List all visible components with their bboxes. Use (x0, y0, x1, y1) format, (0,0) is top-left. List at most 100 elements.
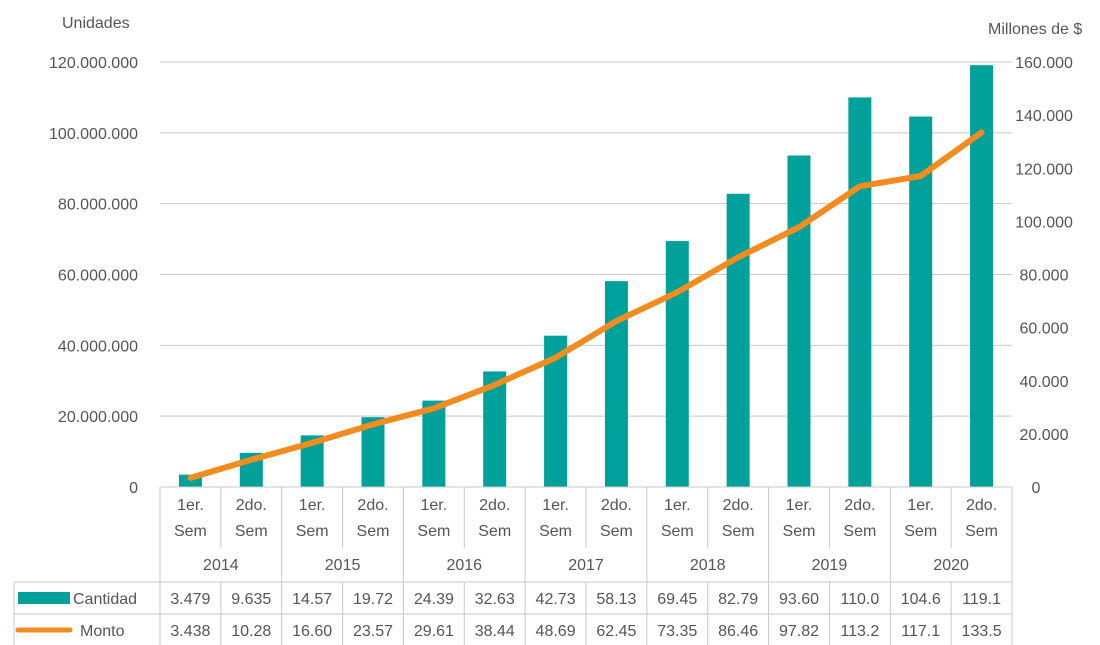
semester-label: 2do. (723, 497, 754, 514)
bar-cantidad (665, 241, 689, 487)
right-tick-label: 40.000 (1020, 374, 1069, 391)
year-label: 2020 (933, 557, 969, 574)
legend-label-cantidad: Cantidad (73, 591, 137, 608)
data-label-cantidad: 110.0 (840, 591, 879, 608)
bar-cantidad (970, 65, 994, 487)
data-label-cantidad: 3.479 (170, 591, 210, 608)
semester-label: Sem (965, 523, 998, 540)
data-label-monto: 48.69 (536, 623, 576, 640)
semester-label: 2do. (966, 497, 997, 514)
year-label: 2019 (812, 557, 848, 574)
data-label-monto: 10.28 (231, 623, 271, 640)
semester-label: 2do. (601, 497, 632, 514)
semester-label: Sem (417, 523, 450, 540)
bar-cantidad (300, 435, 324, 487)
semester-label: 1er. (664, 497, 691, 514)
data-label-cantidad: 119.1 (962, 591, 1001, 608)
data-label-monto: 23.57 (353, 623, 393, 640)
right-tick-label: 80.000 (1020, 268, 1069, 285)
data-label-monto: 38.44 (475, 623, 515, 640)
left-tick-label: 120.000.000 (49, 55, 138, 72)
left-axis-label: Unidades (62, 15, 130, 32)
left-tick-label: 80.000.000 (58, 197, 138, 214)
semester-label: Sem (600, 523, 633, 540)
semester-label: Sem (296, 523, 329, 540)
data-label-cantidad: 42.73 (536, 591, 576, 608)
semester-label: 1er. (542, 497, 569, 514)
semester-label: 1er. (421, 497, 448, 514)
data-label-monto: 3.438 (170, 623, 210, 640)
semester-label: 2do. (479, 497, 510, 514)
gridlines (160, 61, 1012, 417)
data-label-cantidad: 19.72 (353, 591, 393, 608)
left-tick-label: 40.000.000 (58, 338, 138, 355)
semester-label: 2do. (844, 497, 875, 514)
semester-label: Sem (478, 523, 511, 540)
semester-label: 1er. (177, 497, 204, 514)
data-label-cantidad: 14.57 (292, 591, 332, 608)
year-label: 2017 (568, 557, 604, 574)
right-tick-label: 60.000 (1020, 321, 1069, 338)
right-tick-label: 20.000 (1020, 427, 1069, 444)
left-tick-label: 60.000.000 (58, 268, 138, 285)
line-monto (187, 129, 985, 481)
semester-label: Sem (904, 523, 937, 540)
data-label-monto: 29.61 (414, 623, 454, 640)
data-label-cantidad: 82.79 (718, 591, 758, 608)
legend-key-cantidad (18, 592, 70, 604)
data-label-cantidad: 104.6 (901, 591, 941, 608)
bar-cantidad (726, 193, 750, 488)
data-label-cantidad: 24.39 (414, 591, 454, 608)
data-label-cantidad: 32.63 (475, 591, 515, 608)
right-tick-label: 120.000 (1015, 161, 1073, 178)
year-label: 2018 (690, 557, 726, 574)
semester-label: 2do. (236, 497, 267, 514)
semester-label: Sem (661, 523, 694, 540)
data-label-monto: 73.35 (657, 623, 697, 640)
bar-cantidad (544, 335, 568, 487)
data-table: Cantidad Monto 3.479 9.635 14.57 19.72 24.39 32… (13, 581, 1013, 645)
semester-label: Sem (722, 523, 755, 540)
left-tick-label: 100.000.000 (49, 126, 138, 143)
line-series-monto (187, 129, 985, 481)
semester-label: Sem (174, 523, 207, 540)
right-tick-label: 0 (1032, 480, 1041, 497)
right-tick-label: 160.000 (1015, 55, 1073, 72)
data-label-monto: 62.45 (596, 623, 636, 640)
data-label-cantidad: 69.45 (657, 591, 697, 608)
semester-label: Sem (843, 523, 876, 540)
year-label: 2014 (203, 557, 239, 574)
semester-label: 1er. (907, 497, 934, 514)
semester-label: Sem (357, 523, 390, 540)
bar-series-cantidad (178, 65, 994, 488)
left-tick-label: 0 (129, 480, 138, 497)
bar-cantidad (483, 371, 507, 487)
axes: 0 20.000.000 40.000.000 60.000.000 80.000.00… (49, 55, 1073, 582)
right-axis-label: Millones de $ (988, 21, 1082, 38)
semester-label: 2do. (357, 497, 388, 514)
data-label-monto: 133.5 (962, 623, 1002, 640)
semester-label: 1er. (299, 497, 326, 514)
data-label-monto: 113.2 (840, 623, 879, 640)
left-tick-label: 20.000.000 (58, 409, 138, 426)
bar-cantidad (909, 116, 933, 488)
year-label: 2016 (446, 557, 482, 574)
data-label-monto: 117.1 (901, 623, 940, 640)
semester-label: 1er. (786, 497, 813, 514)
bar-cantidad (361, 417, 385, 487)
data-label-cantidad: 93.60 (779, 591, 819, 608)
data-label-cantidad: 9.635 (231, 591, 271, 608)
data-label-monto: 86.46 (718, 623, 758, 640)
right-tick-label: 140.000 (1015, 108, 1073, 125)
bar-cantidad (787, 155, 811, 487)
semester-label: Sem (539, 523, 572, 540)
data-label-monto: 97.82 (779, 623, 819, 640)
data-label-monto: 16.60 (292, 623, 332, 640)
semester-label: Sem (235, 523, 268, 540)
year-label: 2015 (325, 557, 361, 574)
bar-cantidad (422, 400, 446, 487)
legend-label-monto: Monto (80, 623, 125, 640)
data-label-cantidad: 58.13 (596, 591, 636, 608)
bar-cantidad (848, 97, 872, 488)
